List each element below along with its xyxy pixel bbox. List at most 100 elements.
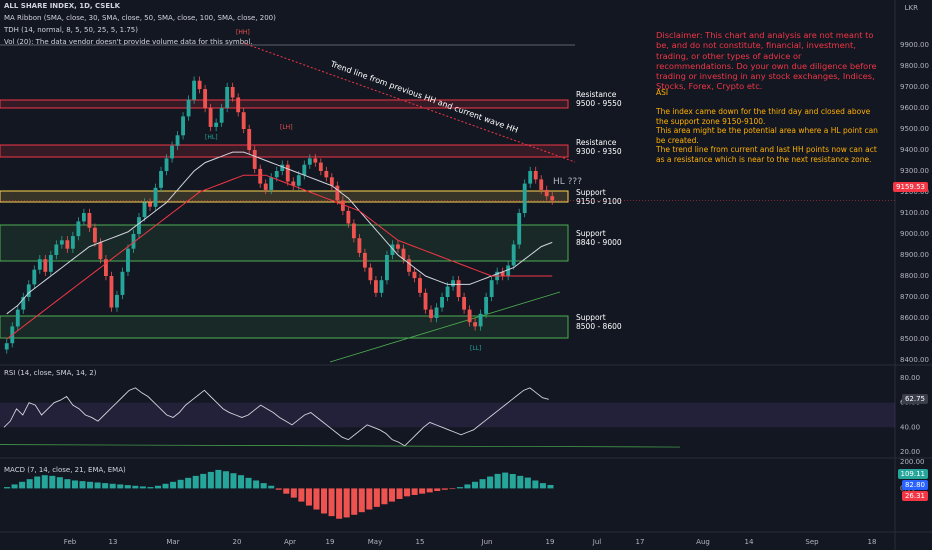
price-tick-label: 8700.00 <box>900 293 929 301</box>
macd-histogram-bar <box>321 488 328 514</box>
macd-histogram-bar <box>358 488 365 513</box>
candle-body <box>484 297 489 314</box>
macd-histogram-bar <box>147 487 154 489</box>
chart-title: ALL SHARE INDEX, 1D, CSELK <box>4 2 121 10</box>
price-axis[interactable]: 9900.00 9800.00 9700.00 9600.00 9500.00 9400.… <box>0 41 929 364</box>
support-zone-2 <box>0 224 569 262</box>
candle-body <box>473 322 478 327</box>
macd-histogram-bar <box>207 471 214 489</box>
resistance-zone-1 <box>0 99 569 109</box>
candle-body <box>412 271 417 279</box>
candle-body <box>104 259 108 276</box>
macd-histogram-bar <box>154 485 161 489</box>
macd-histogram-bar <box>64 479 71 489</box>
ma-ribbon-legend[interactable]: MA Ribbon (SMA, close, 30, SMA, close, 5… <box>4 14 276 22</box>
candle-body <box>48 255 53 272</box>
zone-title-2: Resistance <box>576 138 617 147</box>
macd-histogram-bar <box>253 480 260 489</box>
macd-histogram-bar <box>336 488 343 519</box>
macd-group: 200.000.00 <box>4 458 925 519</box>
macd-histogram-bar <box>426 488 433 493</box>
candle-body <box>385 255 389 281</box>
macd-histogram-bar <box>237 475 245 489</box>
macd-histogram-bar <box>441 488 448 490</box>
candle-body <box>137 217 141 234</box>
macd-histogram-bar <box>396 488 403 499</box>
macd-histogram-bar <box>94 482 101 489</box>
macd-histogram-bar <box>434 488 441 492</box>
rsi-title[interactable]: RSI (14, close, SMA, 14, 2) <box>4 369 97 377</box>
macd-histogram-bar <box>268 485 275 489</box>
zone-title-1: Resistance <box>576 90 617 99</box>
candle-body <box>197 80 202 90</box>
candle-body <box>462 297 467 310</box>
macd-title[interactable]: MACD (7, 14, close, 21, EMA, EMA) <box>4 466 126 474</box>
candle-body <box>148 202 152 207</box>
candle-body <box>368 267 373 281</box>
macd-histogram-bar <box>215 469 222 489</box>
price-tick-label: 8600.00 <box>900 314 929 322</box>
support-trendline <box>329 291 561 363</box>
rsi-trendline <box>0 444 681 448</box>
price-tick-label: 9100.00 <box>900 209 929 217</box>
time-tick-label: 13 <box>109 538 118 546</box>
support-zone-3 <box>0 315 569 339</box>
candle-body <box>21 297 26 310</box>
candle-body <box>313 158 318 163</box>
macd-histogram-bar <box>411 488 418 495</box>
candle-body <box>175 135 180 146</box>
volume-legend[interactable]: Vol (20): The data vendor doesn't provid… <box>4 38 253 46</box>
time-tick-label: Aug <box>696 538 710 546</box>
candle-body <box>54 244 59 255</box>
rsi-value-tag: 62.75 <box>901 394 928 404</box>
tdh-legend[interactable]: TDH (14, normal, 8, 5, 50, 25, 5, 1.75) <box>4 26 138 34</box>
candle-body <box>423 292 428 310</box>
macd-histogram-bar <box>71 480 78 489</box>
price-tick-label: 8500.00 <box>900 335 929 343</box>
candle-body <box>131 234 136 249</box>
candle-body <box>533 171 538 180</box>
candle-body <box>92 227 97 243</box>
macd-histogram-bar <box>381 488 388 505</box>
candle-body <box>285 164 290 182</box>
candle-body <box>335 185 340 201</box>
candle-body <box>269 177 274 190</box>
moving-averages-group <box>6 151 553 340</box>
candle-body <box>236 97 241 113</box>
macd-histogram-bar <box>230 473 237 489</box>
macd-histogram-bar <box>109 483 116 489</box>
macd-histogram-bar <box>102 483 109 489</box>
candle-body <box>396 244 400 249</box>
macd-histogram-bar <box>11 484 18 489</box>
zone-range-5: 8500 - 8600 <box>576 322 622 331</box>
candle-body <box>539 179 544 190</box>
last-price-tag: 9159.53 <box>893 182 928 192</box>
macd-histogram-bar <box>464 484 471 489</box>
candle-body <box>225 87 230 108</box>
zone-range-4: 8840 - 9000 <box>576 238 622 247</box>
price-tick-label: 9300.00 <box>900 167 929 175</box>
hl-question-label: HL ??? <box>553 177 582 187</box>
time-tick-label: Feb <box>64 538 77 546</box>
candle-body <box>351 223 356 239</box>
candle-body <box>159 171 163 188</box>
macd-histogram-bar <box>509 474 516 489</box>
rsi-tick-label: 20.00 <box>900 448 920 456</box>
candle-body <box>506 265 511 276</box>
time-axis[interactable]: Feb 13 Mar 20 Apr 19 May 15 Jun 19 Jul 17 Aug 14 Sep 18 <box>64 538 877 546</box>
swing-label-hl: [HL] <box>205 134 218 141</box>
candle-body <box>429 309 433 318</box>
candle-body <box>407 259 411 272</box>
candle-body <box>528 171 533 184</box>
time-tick-label: 19 <box>546 538 555 546</box>
candle-body <box>379 280 384 293</box>
macd-histogram-bar <box>373 488 380 507</box>
candle-body <box>274 171 279 178</box>
macd-histogram-bar <box>162 483 169 489</box>
price-tick-label: 8400.00 <box>900 356 929 364</box>
ma-50-line <box>6 174 553 340</box>
price-tick-label: 8900.00 <box>900 251 929 259</box>
candle-body <box>208 108 213 127</box>
